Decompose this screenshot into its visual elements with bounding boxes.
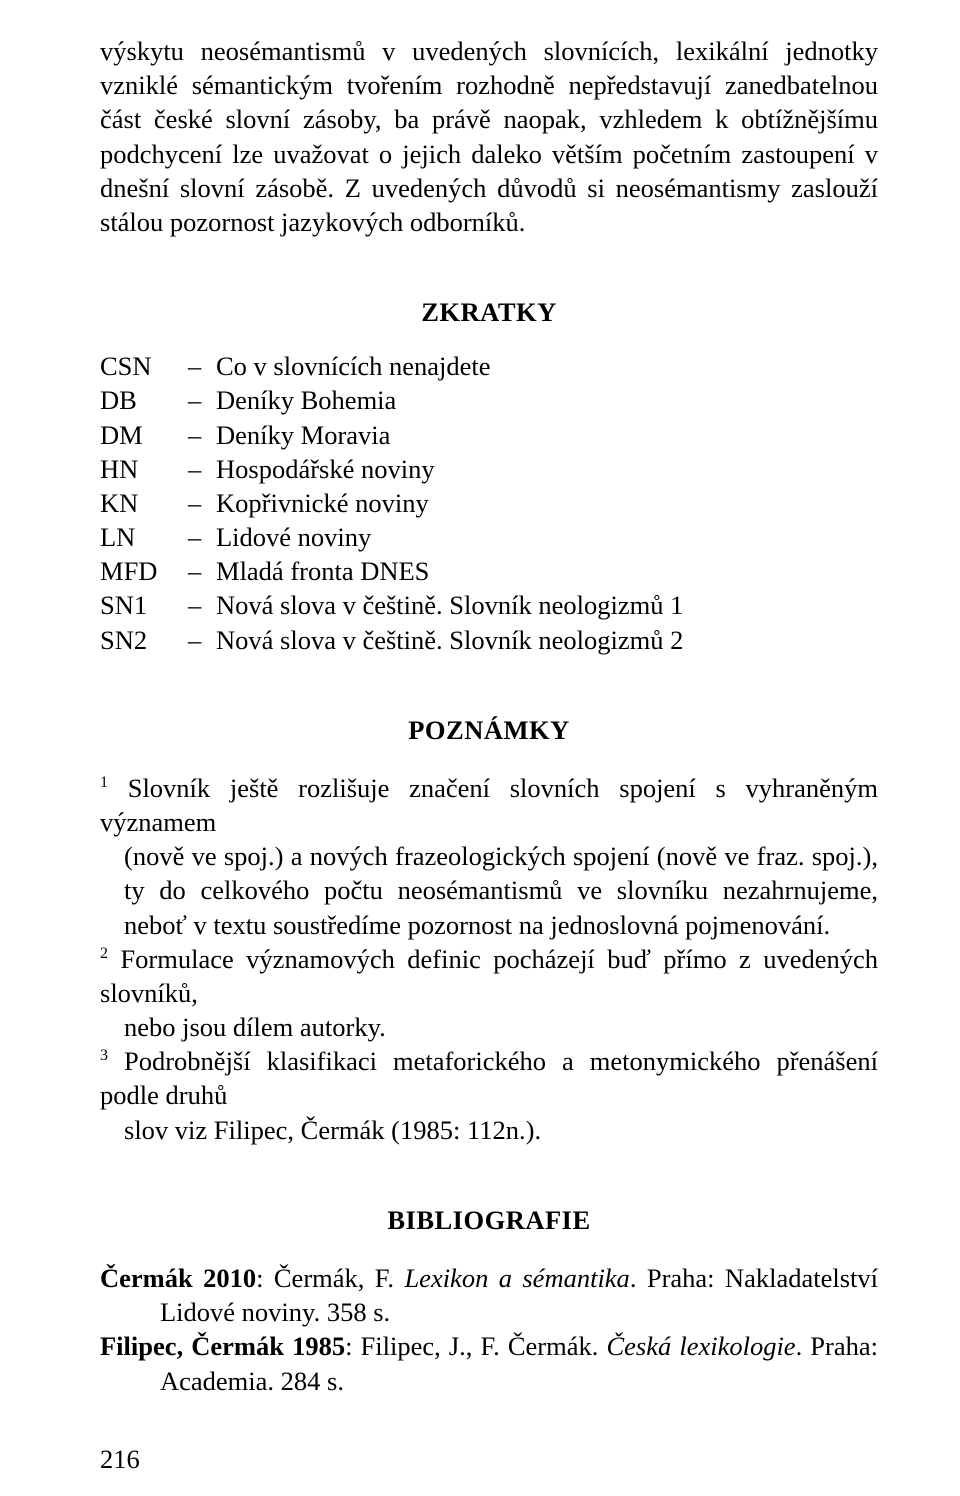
abbr-code: HN (100, 452, 188, 486)
note-2: 2 Formulace významových definic pocházej… (100, 942, 878, 1010)
notes-section: 1 Slovník ještě rozlišuje značení slovní… (100, 771, 878, 1147)
page-number: 216 (100, 1442, 878, 1476)
bib-entry-2: Filipec, Čermák 1985: Filipec, J., F. Če… (100, 1329, 878, 1397)
abbr-dash: – (188, 588, 216, 622)
abbr-expansion: Nová slova v češtině. Slovník neologizmů… (216, 623, 878, 657)
note-first-line: Formulace významových definic pocházejí … (100, 944, 878, 1008)
abbr-row: CSN – Co v slovnících nenajdete (100, 349, 878, 383)
abbr-code: LN (100, 520, 188, 554)
bib-author: Čermák 2010 (100, 1263, 256, 1293)
note-marker: 3 (100, 1047, 108, 1064)
abbr-dash: – (188, 452, 216, 486)
heading-zkratky: ZKRATKY (100, 295, 878, 329)
abbr-code: SN1 (100, 588, 188, 622)
abbr-expansion: Nová slova v češtině. Slovník neologizmů… (216, 588, 878, 622)
abbr-expansion: Hospodářské noviny (216, 452, 878, 486)
abbr-code: KN (100, 486, 188, 520)
abbr-dash: – (188, 554, 216, 588)
abbr-expansion: Lidové noviny (216, 520, 878, 554)
abbr-code: SN2 (100, 623, 188, 657)
note-first-line: Podrobnější klasifikaci metaforického a … (100, 1046, 878, 1110)
note-2-cont: nebo jsou dílem autorky. (100, 1010, 878, 1044)
heading-bibliografie: BIBLIOGRAFIE (100, 1203, 878, 1237)
abbr-dash: – (188, 623, 216, 657)
abbr-expansion: Deníky Moravia (216, 418, 878, 452)
abbr-code: DM (100, 418, 188, 452)
bib-after-bold: : Filipec, J., F. Čermák. (345, 1331, 606, 1361)
abbr-expansion: Kopřivnické noviny (216, 486, 878, 520)
note-3: 3 Podrobnější klasifikaci metaforického … (100, 1044, 878, 1112)
abbr-row: SN2 – Nová slova v češtině. Slovník neol… (100, 623, 878, 657)
bib-title: Lexikon a sémantika (404, 1263, 629, 1293)
abbr-row: HN – Hospodářské noviny (100, 452, 878, 486)
note-1-cont: (nově ve spoj.) a nových frazeologických… (100, 839, 878, 942)
bib-after-bold: : Čermák, F. (256, 1263, 404, 1293)
abbr-expansion: Deníky Bohemia (216, 383, 878, 417)
abbr-dash: – (188, 383, 216, 417)
note-marker: 1 (100, 774, 108, 791)
note-first-line: Slovník ještě rozlišuje značení slovních… (100, 773, 878, 837)
note-marker: 2 (100, 945, 108, 962)
abbr-code: DB (100, 383, 188, 417)
abbr-row: KN – Kopřivnické noviny (100, 486, 878, 520)
abbr-expansion: Mladá fronta DNES (216, 554, 878, 588)
bib-author: Filipec, Čermák 1985 (100, 1331, 345, 1361)
abbr-code: CSN (100, 349, 188, 383)
abbr-row: MFD – Mladá fronta DNES (100, 554, 878, 588)
abbr-row: DB – Deníky Bohemia (100, 383, 878, 417)
abbr-dash: – (188, 418, 216, 452)
note-3-cont: slov viz Filipec, Čermák (1985: 112n.). (100, 1113, 878, 1147)
abbr-row: DM – Deníky Moravia (100, 418, 878, 452)
bib-entry-1: Čermák 2010: Čermák, F. Lexikon a sémant… (100, 1261, 878, 1329)
page: výskytu neosémantismů v uvedených slovní… (0, 0, 960, 1496)
note-1: 1 Slovník ještě rozlišuje značení slovní… (100, 771, 878, 839)
abbreviations-list: CSN – Co v slovnících nenajdete DB – Den… (100, 349, 878, 657)
abbr-row: LN – Lidové noviny (100, 520, 878, 554)
bib-title: Česká lexikologie (606, 1331, 795, 1361)
intro-paragraph: výskytu neosémantismů v uvedených slovní… (100, 34, 878, 239)
abbr-code: MFD (100, 554, 188, 588)
abbr-dash: – (188, 520, 216, 554)
abbr-expansion: Co v slovnících nenajdete (216, 349, 878, 383)
heading-poznamky: POZNÁMKY (100, 713, 878, 747)
abbr-row: SN1 – Nová slova v češtině. Slovník neol… (100, 588, 878, 622)
abbr-dash: – (188, 349, 216, 383)
abbr-dash: – (188, 486, 216, 520)
